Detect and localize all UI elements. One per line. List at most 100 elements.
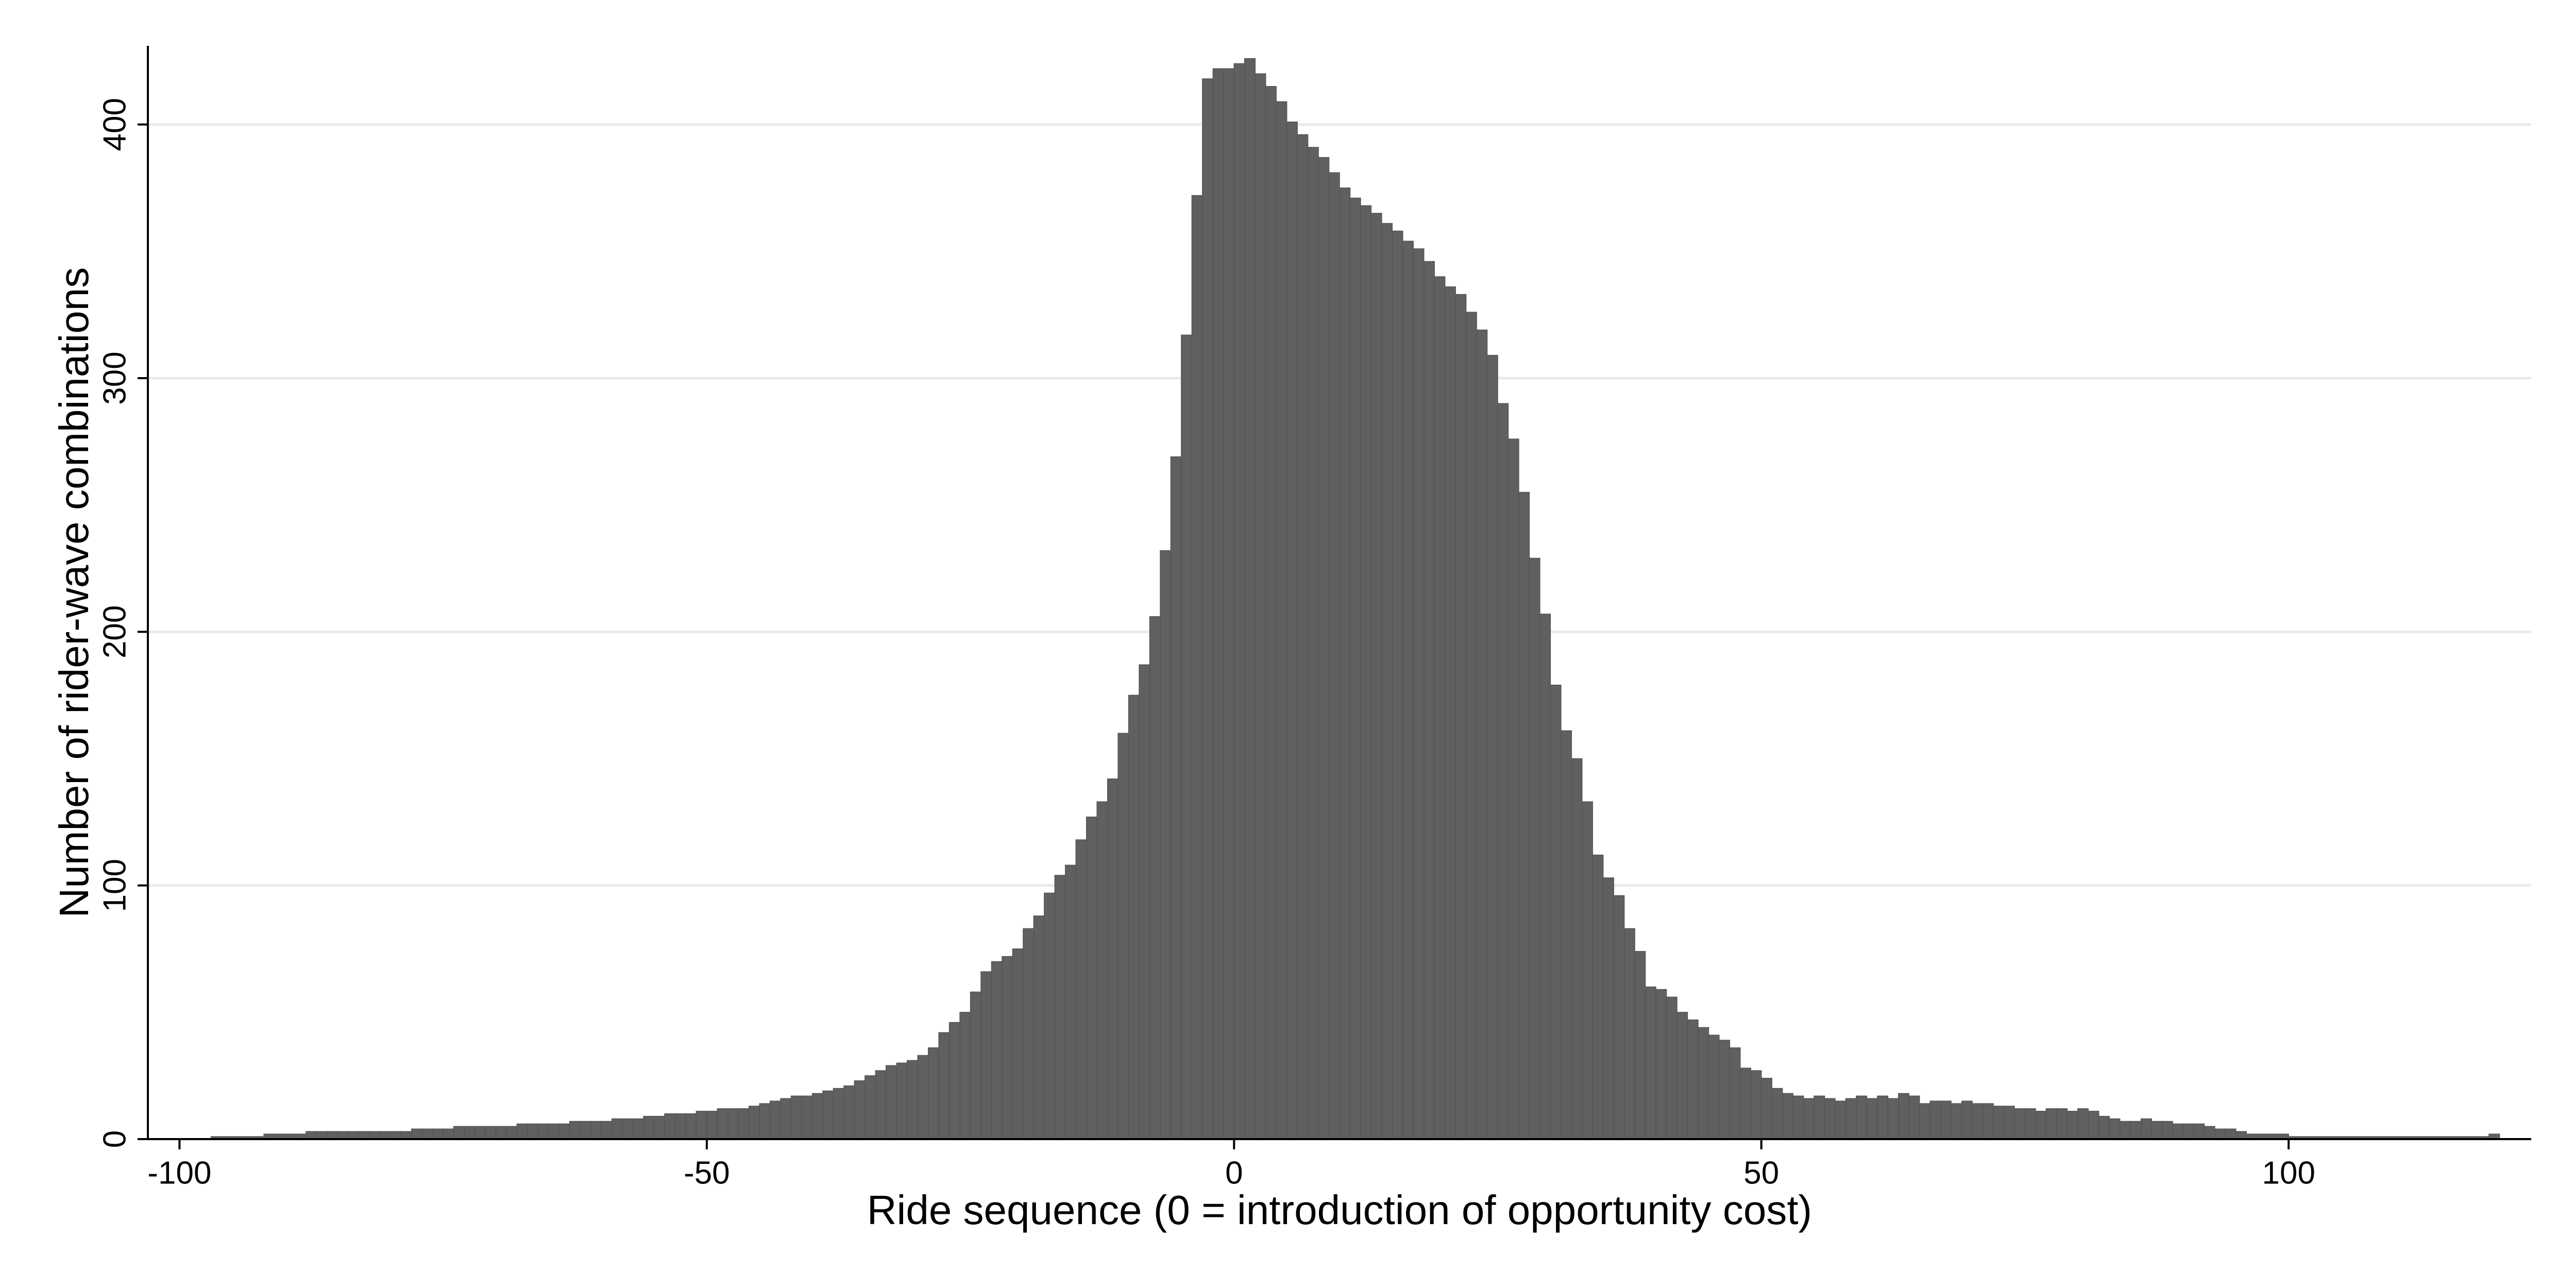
bar xyxy=(769,1100,781,1140)
bar xyxy=(2161,1121,2173,1140)
bar xyxy=(506,1126,518,1140)
bar xyxy=(1434,276,1446,1140)
bar xyxy=(1539,614,1551,1140)
y-tick-label: 0 xyxy=(97,1130,132,1148)
bar xyxy=(1634,951,1646,1140)
bar xyxy=(2193,1123,2205,1140)
bar xyxy=(1698,1027,1709,1140)
bar xyxy=(1054,875,1066,1140)
bar xyxy=(1613,895,1625,1140)
bar xyxy=(1413,248,1425,1140)
bar xyxy=(980,971,992,1140)
bar xyxy=(790,1095,802,1140)
bar xyxy=(1602,877,1614,1140)
bar xyxy=(1349,197,1361,1140)
bar xyxy=(1803,1098,1815,1140)
bar xyxy=(2119,1121,2131,1140)
bar xyxy=(2024,1108,2036,1140)
bar xyxy=(1392,230,1403,1140)
bar xyxy=(2140,1118,2152,1140)
bar xyxy=(400,1131,412,1140)
bar xyxy=(801,1095,813,1140)
bar xyxy=(464,1126,476,1140)
bar xyxy=(443,1128,454,1140)
bar xyxy=(548,1123,560,1140)
bar xyxy=(1645,986,1656,1140)
bar xyxy=(1370,213,1382,1140)
bar xyxy=(1286,121,1298,1140)
bar xyxy=(1929,1100,1941,1140)
bar xyxy=(1075,839,1087,1140)
bar xyxy=(1223,68,1235,1140)
bar xyxy=(622,1118,634,1140)
bar xyxy=(1951,1103,1962,1140)
y-tick-label: 200 xyxy=(97,605,132,658)
bar xyxy=(1318,157,1330,1140)
bar xyxy=(1561,730,1572,1140)
bar xyxy=(1297,134,1309,1140)
bar xyxy=(2056,1108,2068,1140)
bar xyxy=(432,1128,444,1140)
bar xyxy=(1687,1019,1699,1140)
bar xyxy=(1898,1093,1910,1140)
bar xyxy=(938,1032,950,1140)
bar xyxy=(611,1118,623,1140)
bar xyxy=(348,1131,360,1140)
x-axis-title: Ride sequence (0 = introduction of oppor… xyxy=(867,1187,1812,1233)
bar xyxy=(1571,758,1583,1140)
bar xyxy=(1518,492,1530,1140)
bar xyxy=(1265,86,1277,1140)
bar xyxy=(2088,1111,2099,1140)
bar xyxy=(717,1108,728,1140)
bar xyxy=(917,1055,929,1140)
bar xyxy=(1771,1088,1783,1140)
bar xyxy=(886,1065,897,1140)
bar xyxy=(632,1118,644,1140)
bar xyxy=(1212,68,1224,1140)
bar xyxy=(2225,1128,2236,1140)
bar xyxy=(1139,664,1150,1140)
bar xyxy=(991,961,1003,1140)
bar xyxy=(1740,1067,1752,1140)
bar xyxy=(1655,989,1667,1140)
bar xyxy=(1381,223,1393,1140)
bar xyxy=(1149,616,1161,1140)
bar xyxy=(1719,1040,1731,1140)
bar xyxy=(1181,334,1193,1140)
bar xyxy=(411,1128,422,1140)
bar xyxy=(738,1108,750,1140)
bar xyxy=(1444,286,1456,1140)
bar xyxy=(653,1115,665,1140)
bar xyxy=(2109,1118,2121,1140)
bar xyxy=(1233,63,1245,1140)
bar xyxy=(2172,1123,2184,1140)
bar xyxy=(1961,1100,1973,1140)
bar xyxy=(843,1085,855,1140)
bar xyxy=(1750,1070,1762,1140)
bar xyxy=(1792,1095,1804,1140)
bar xyxy=(1582,801,1594,1140)
bar xyxy=(1486,354,1498,1140)
bar xyxy=(453,1126,465,1140)
bar xyxy=(1666,996,1677,1140)
bar xyxy=(337,1131,349,1140)
bar xyxy=(1307,147,1319,1140)
bar xyxy=(580,1121,591,1140)
bar xyxy=(1012,948,1024,1140)
bar xyxy=(2235,1131,2247,1140)
x-tick-label: -50 xyxy=(684,1155,730,1191)
bar xyxy=(316,1131,328,1140)
bar xyxy=(674,1113,686,1140)
bar xyxy=(780,1098,792,1140)
bar xyxy=(1824,1098,1836,1140)
bar xyxy=(527,1123,539,1140)
bar xyxy=(685,1113,697,1140)
bar xyxy=(1360,205,1372,1140)
bar xyxy=(959,1012,971,1140)
bar xyxy=(1086,816,1097,1140)
bar xyxy=(2045,1108,2057,1140)
bar xyxy=(1033,915,1045,1140)
bar xyxy=(1908,1095,1920,1140)
bar xyxy=(1972,1103,1984,1140)
bar xyxy=(1982,1103,1994,1140)
